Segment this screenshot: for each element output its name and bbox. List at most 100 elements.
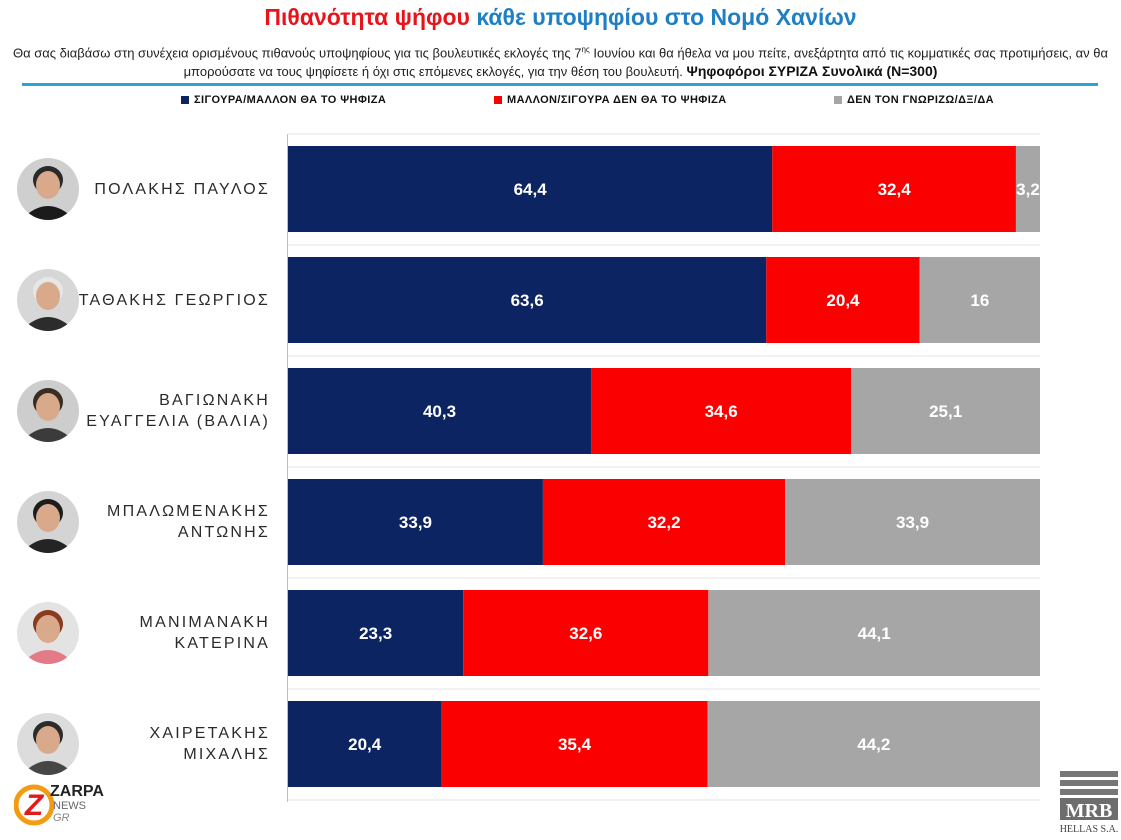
legend-item: ΣΙΓΟΥΡΑ/ΜΑΛΛΟΝ ΘΑ ΤΟ ΨΗΦΙΖΑ — [181, 94, 386, 106]
zarpa-logo-news: NEWS — [53, 800, 86, 812]
title-divider — [22, 83, 1098, 86]
bar-segment — [288, 479, 543, 565]
bar-data-label: 20,4 — [826, 291, 860, 310]
candidate-name-line: ΜΑΝΙΜΑΝΑΚΗ — [139, 614, 270, 631]
candidate-name-line: ΜΙΧΑΛΗΣ — [183, 746, 270, 763]
bar-data-label: 16 — [970, 291, 989, 310]
bar-segment — [441, 701, 708, 787]
photo-face — [36, 504, 60, 532]
bar-segment — [591, 368, 852, 454]
chart-subtitle: Θα σας διαβάσω στη συνέχεια ορισμένους π… — [12, 40, 1109, 81]
bar-segment — [708, 590, 1040, 676]
candidate-name: ΜΑΝΙΜΑΝΑΚΗ ΚΑΤΕΡΙΝΑ — [60, 612, 270, 654]
bar-segment — [766, 257, 920, 343]
bar-segment — [851, 368, 1040, 454]
candidate-photo — [17, 380, 79, 442]
bar-segment — [288, 701, 442, 787]
candidate-photo — [17, 713, 79, 775]
bar-segment — [288, 257, 767, 343]
bar-segment — [772, 146, 1016, 232]
legend-label: ΔΕΝ ΤΟΝ ΓΝΩΡΙΖΩ/ΔΞ/ΔΑ — [847, 94, 994, 106]
zarpa-news-logo: Z ZARPA NEWS GR — [13, 778, 114, 830]
bar-segment — [288, 146, 773, 232]
photo-face — [36, 615, 60, 643]
title-part-blue: κάθε υποψηφίου στο Νομό Χανίων — [476, 4, 857, 30]
bar-data-label: 20,4 — [348, 735, 382, 754]
subtitle-superscript: ης — [581, 45, 590, 54]
bar-data-label: 33,9 — [399, 513, 432, 532]
mrb-logo-stripe — [1060, 771, 1118, 777]
photo-face — [36, 171, 60, 199]
photo-shoulders — [21, 428, 75, 442]
zarpa-logo-ring — [13, 784, 55, 826]
bar-data-label: 44,1 — [858, 624, 891, 643]
legend-swatch — [494, 96, 502, 104]
bar-segment — [288, 368, 592, 454]
bar-data-label: 32,4 — [878, 180, 912, 199]
bar-segment — [542, 479, 786, 565]
bar-data-label: 33,9 — [896, 513, 929, 532]
title-part-red: Πιθανότητα ψήφου — [264, 4, 470, 30]
candidate-name: ΒΑΓΙΩΝΑΚΗ ΕΥΑΓΓΕΛΙΑ (ΒΑΛΙΑ) — [60, 390, 270, 432]
bar-data-label: 32,6 — [569, 624, 602, 643]
candidate-name: ΜΠΑΛΩΜΕΝΑΚΗΣ ΑΝΤΩΝΗΣ — [60, 501, 270, 543]
zarpa-logo-letter: Z — [24, 789, 45, 822]
subtitle-sample: Ψηφοφόροι ΣΥΡΙΖΑ Συνολικά (Ν=300) — [686, 63, 938, 80]
candidate-name-line: ΒΑΓΙΩΝΑΚΗ — [159, 392, 270, 409]
bar-segment — [1015, 146, 1040, 232]
candidate-name-line: ΧΑΙΡΕΤΑΚΗΣ — [149, 725, 270, 742]
bar-segment — [463, 590, 709, 676]
subtitle-text-1: Θα σας διαβάσω στη συνέχεια ορισμένους π… — [12, 45, 582, 61]
photo-shoulders — [21, 539, 75, 553]
bar-data-label: 3,2 — [1016, 180, 1040, 199]
photo-shoulders — [21, 317, 75, 331]
candidate-photo — [17, 491, 79, 553]
bar-data-label: 64,4 — [514, 180, 548, 199]
legend-swatch — [181, 96, 189, 104]
candidate-name-line: ΕΥΑΓΓΕΛΙΑ (ΒΑΛΙΑ) — [86, 413, 270, 430]
candidate-name: ΧΑΙΡΕΤΑΚΗΣ ΜΙΧΑΛΗΣ — [60, 723, 270, 765]
candidate-name-line: ΜΠΑΛΩΜΕΝΑΚΗΣ — [107, 503, 270, 520]
bar-data-label: 63,6 — [511, 291, 544, 310]
candidate-name-line: ΣΤΑΘΑΚΗΣ ΓΕΩΡΓΙΟΣ — [66, 291, 270, 309]
bar-data-label: 35,4 — [558, 735, 592, 754]
candidate-name-line: ΚΑΤΕΡΙΝΑ — [174, 635, 270, 652]
candidate-photo — [17, 269, 79, 331]
bar-data-label: 23,3 — [359, 624, 392, 643]
bar-data-label: 34,6 — [705, 402, 738, 421]
bar-segment — [288, 590, 464, 676]
zarpa-logo-gr: GR — [53, 812, 70, 824]
photo-face — [36, 726, 60, 754]
legend-label: ΣΙΓΟΥΡΑ/ΜΑΛΛΟΝ ΘΑ ΤΟ ΨΗΦΙΖΑ — [194, 94, 387, 106]
mrb-logo-text: MRB — [1066, 800, 1113, 822]
candidate-photo — [17, 158, 79, 220]
chart-title: Πιθανότητα ψήφου κάθε υποψηφίου στο Νομό… — [0, 4, 1121, 31]
bar-segment — [707, 701, 1040, 787]
bar-data-label: 25,1 — [929, 402, 962, 421]
photo-face — [36, 282, 60, 310]
photo-shoulders — [21, 206, 75, 220]
chart-legend: ΣΙΓΟΥΡΑ/ΜΑΛΛΟΝ ΘΑ ΤΟ ΨΗΦΙΖΑ ΜΑΛΛΟΝ/ΣΙΓΟΥΡ… — [0, 94, 1121, 114]
photo-shoulders — [21, 650, 75, 664]
mrb-logo-stripe — [1060, 789, 1118, 795]
mrb-logo-sub: HELLAS S.A. — [1060, 824, 1118, 835]
bar-data-label: 32,2 — [647, 513, 680, 532]
legend-item: ΔΕΝ ΤΟΝ ΓΝΩΡΙΖΩ/ΔΞ/ΔΑ — [834, 94, 994, 106]
candidate-name: ΠΟΛΑΚΗΣ ΠΑΥΛΟΣ — [60, 179, 270, 200]
zarpa-logo-text: ZARPA — [50, 783, 104, 800]
candidate-photo — [17, 602, 79, 664]
bar-segment — [785, 479, 1040, 565]
candidate-name-line: ΑΝΤΩΝΗΣ — [177, 524, 270, 541]
subtitle-text-2: Ιουνίου και θα ήθελα να μου πείτε, ανεξά… — [183, 45, 1109, 80]
mrb-logo-block — [1060, 798, 1118, 820]
candidate-name-line: ΠΟΛΑΚΗΣ ΠΑΥΛΟΣ — [94, 180, 270, 198]
candidate-name: ΣΤΑΘΑΚΗΣ ΓΕΩΡΓΙΟΣ — [60, 290, 270, 311]
photo-face — [36, 393, 60, 421]
legend-item: ΜΑΛΛΟΝ/ΣΙΓΟΥΡΑ ΔΕΝ ΘΑ ΤΟ ΨΗΦΙΖΑ — [494, 94, 727, 106]
photo-shoulders — [21, 761, 75, 775]
mrb-hellas-logo: MRB HELLAS S.A. — [1060, 771, 1118, 835]
mrb-logo-stripe — [1060, 780, 1118, 786]
legend-swatch — [834, 96, 842, 104]
bar-segment — [919, 257, 1040, 343]
